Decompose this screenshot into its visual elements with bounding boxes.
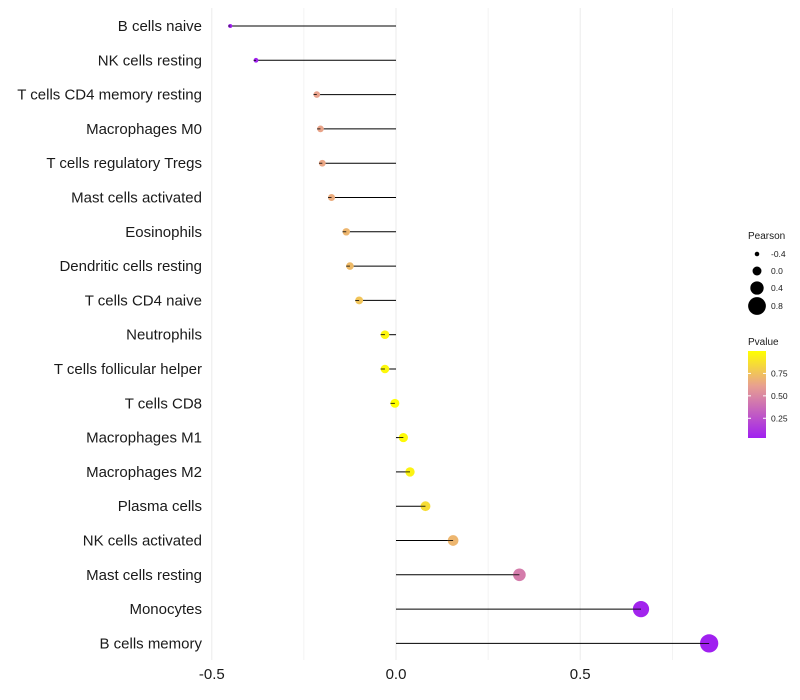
color-legend-label: 0.25 (771, 413, 788, 423)
y-tick-label: T cells CD8 (125, 395, 202, 412)
y-tick-label: Macrophages M0 (86, 121, 202, 138)
size-legend-label: 0.8 (771, 301, 783, 311)
y-tick-label: B cells memory (99, 635, 202, 652)
gridlines (211, 8, 673, 660)
point (398, 433, 408, 443)
size-legend-label: 0.4 (771, 283, 783, 293)
x-axis-ticks: -0.5 0.0 0.5 (199, 666, 591, 683)
size-legend-key (748, 297, 766, 315)
x-tick-label: 0.5 (570, 666, 591, 683)
color-legend-label: 0.75 (771, 368, 788, 378)
size-legend-label: -0.4 (771, 249, 786, 259)
y-tick-label: T cells follicular helper (54, 361, 202, 378)
y-tick-label: T cells regulatory Tregs (46, 155, 202, 172)
points (228, 24, 719, 653)
y-tick-label: B cells naive (118, 18, 202, 35)
y-tick-label: T cells CD4 naive (85, 292, 202, 309)
segments (230, 25, 710, 644)
point (390, 398, 400, 408)
y-axis-labels: B cells naive NK cells resting T cells CD4… (17, 18, 202, 652)
size-legend-key (752, 266, 762, 276)
size-legend-key (750, 281, 764, 295)
size-legend: Pearson -0.4 0.0 0.4 0.8 (748, 231, 786, 315)
size-legend-key (754, 251, 760, 257)
color-legend-title: Pvalue (748, 337, 779, 348)
y-tick-label: T cells CD4 memory resting (17, 87, 202, 104)
color-legend-label: 0.50 (771, 391, 788, 401)
y-tick-label: Mast cells resting (86, 567, 202, 584)
color-legend-bar (748, 351, 766, 438)
y-tick-label: Neutrophils (126, 327, 202, 344)
x-tick-label: 0.0 (386, 666, 407, 683)
y-tick-label: Monocytes (129, 601, 202, 618)
y-tick-label: Plasma cells (118, 498, 202, 515)
y-tick-label: NK cells resting (98, 52, 202, 69)
y-tick-label: Eosinophils (125, 224, 202, 241)
x-tick-label: -0.5 (199, 666, 225, 683)
size-legend-title: Pearson (748, 231, 785, 242)
y-tick-label: Macrophages M2 (86, 464, 202, 481)
size-legend-label: 0.0 (771, 266, 783, 276)
y-tick-label: Macrophages M1 (86, 430, 202, 447)
y-tick-label: NK cells activated (83, 533, 202, 550)
color-legend: Pvalue 0.75 0.50 0.25 (748, 337, 788, 438)
y-tick-label: Mast cells activated (71, 190, 202, 207)
y-tick-label: Dendritic cells resting (59, 258, 202, 275)
